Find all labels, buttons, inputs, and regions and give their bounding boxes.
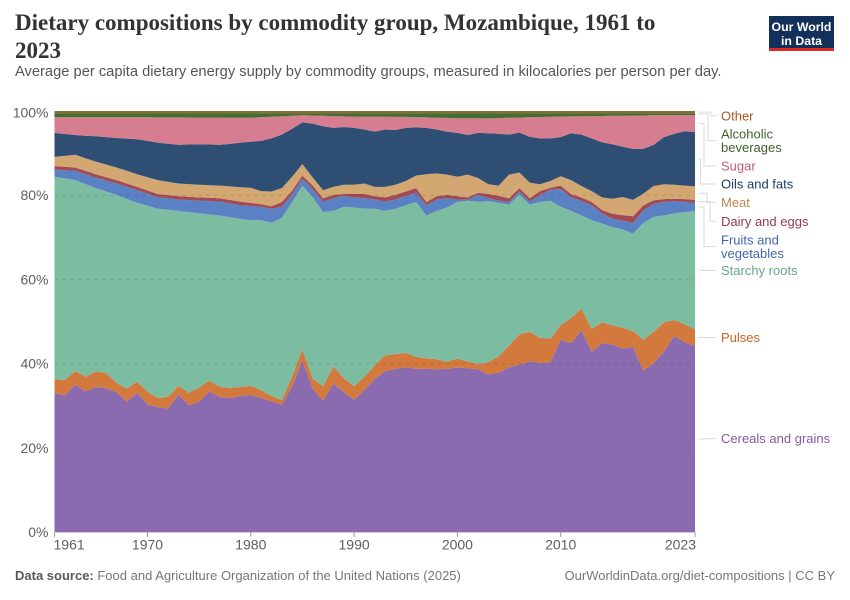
svg-text:1980: 1980 (235, 536, 266, 552)
svg-text:Dairy and eggs: Dairy and eggs (721, 214, 809, 229)
svg-text:20%: 20% (20, 440, 48, 456)
svg-text:Fruits and: Fruits and (721, 232, 779, 247)
svg-text:100%: 100% (13, 105, 49, 121)
svg-text:2000: 2000 (442, 536, 473, 552)
svg-text:1990: 1990 (339, 536, 370, 552)
svg-text:Sugar: Sugar (721, 159, 756, 174)
svg-text:2010: 2010 (545, 536, 576, 552)
svg-text:0%: 0% (28, 524, 48, 540)
svg-text:1961: 1961 (54, 536, 85, 552)
svg-text:40%: 40% (20, 356, 48, 372)
svg-text:2023: 2023 (665, 536, 696, 552)
svg-text:Pulses: Pulses (721, 330, 761, 345)
svg-text:vegetables: vegetables (721, 246, 784, 261)
svg-text:beverages: beverages (721, 140, 782, 155)
svg-text:Starchy roots: Starchy roots (721, 263, 798, 278)
svg-text:Cereals and grains: Cereals and grains (721, 431, 831, 446)
svg-text:80%: 80% (20, 187, 48, 203)
svg-text:Alcoholic: Alcoholic (721, 127, 774, 142)
svg-text:Meat: Meat (721, 195, 750, 210)
svg-text:60%: 60% (20, 271, 48, 287)
svg-text:1970: 1970 (132, 536, 163, 552)
svg-text:Other: Other (721, 108, 754, 123)
svg-text:Oils and fats: Oils and fats (721, 177, 794, 192)
